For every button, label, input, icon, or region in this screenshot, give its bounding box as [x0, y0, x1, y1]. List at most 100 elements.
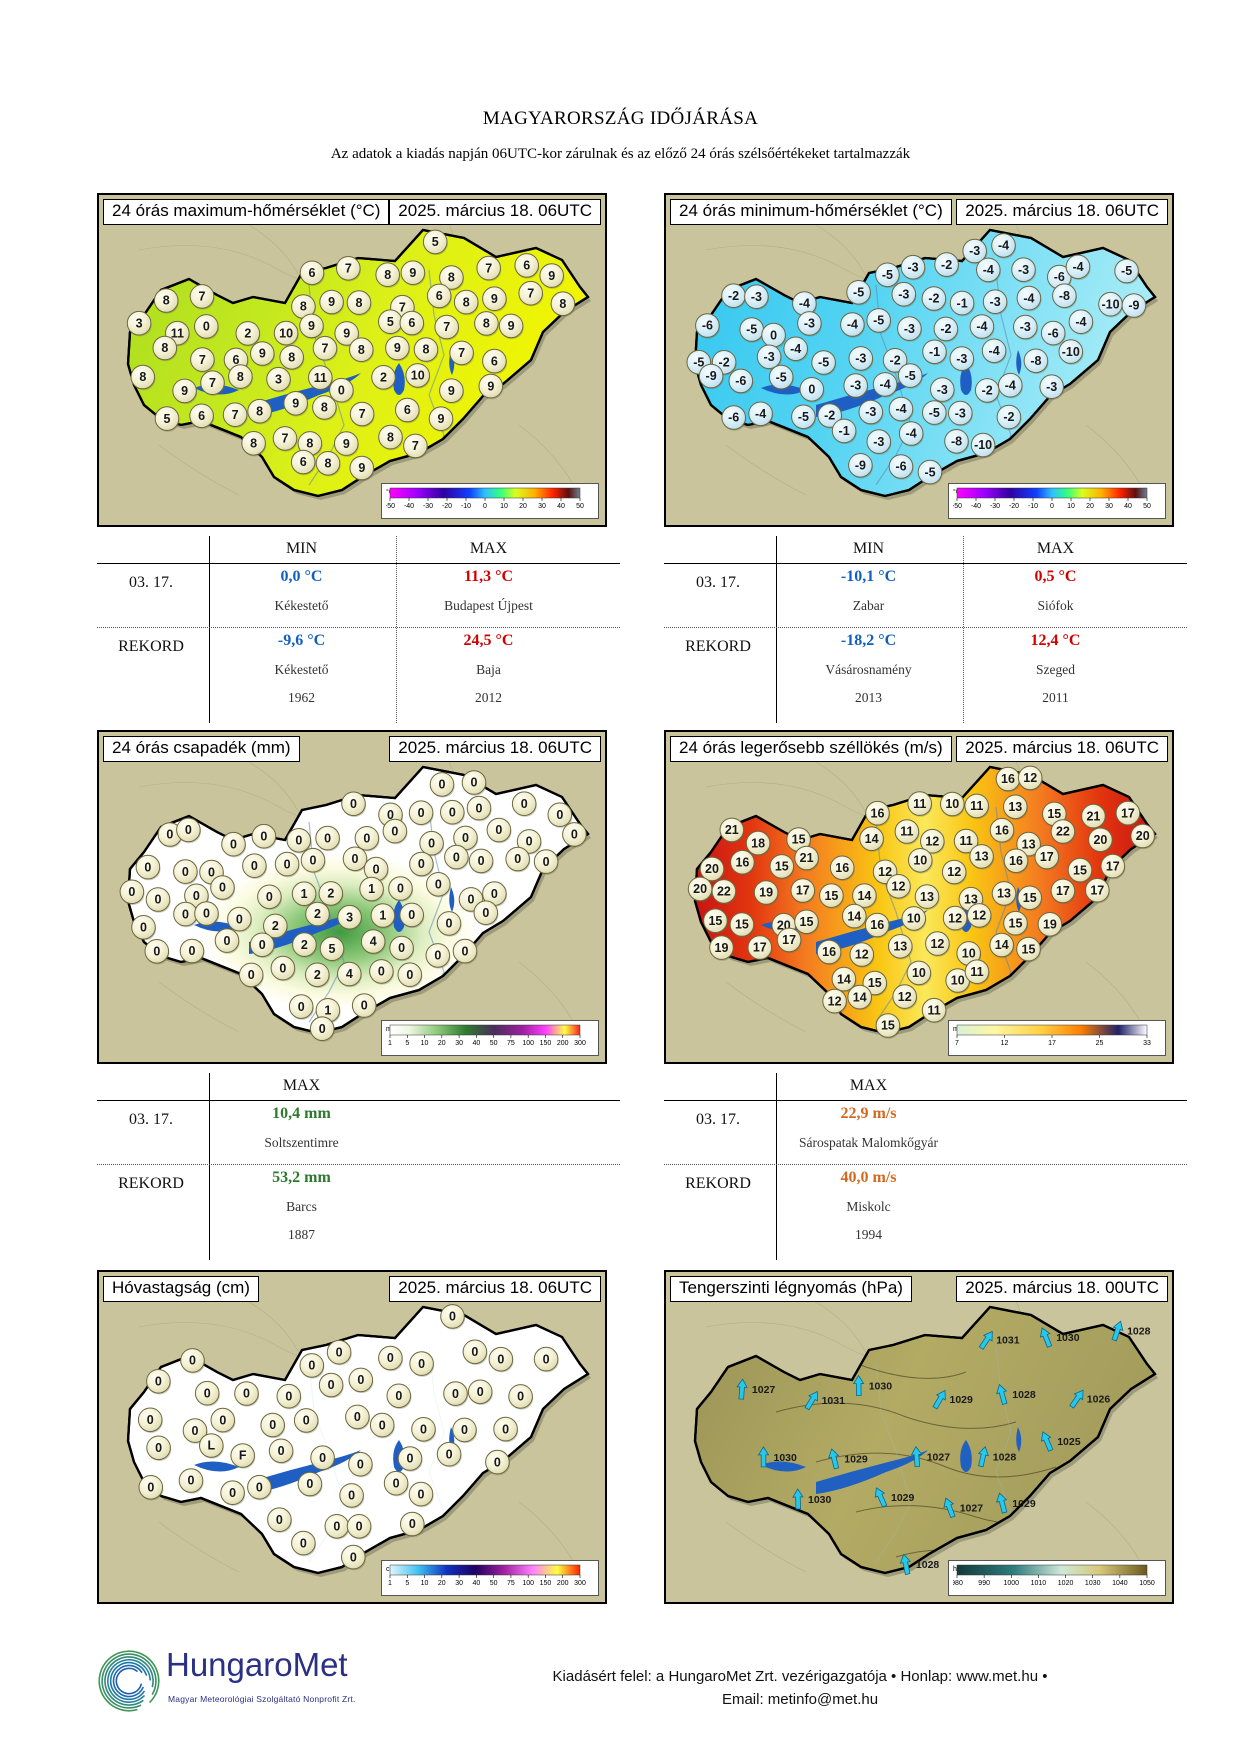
- svg-text:0: 0: [189, 1354, 196, 1368]
- svg-text:5: 5: [164, 412, 171, 426]
- svg-text:16: 16: [1001, 772, 1015, 786]
- svg-text:-3: -3: [764, 350, 775, 364]
- svg-text:2: 2: [272, 919, 279, 933]
- svg-text:0: 0: [391, 824, 398, 838]
- svg-text:-4: -4: [976, 320, 987, 334]
- svg-text:8: 8: [300, 300, 307, 314]
- svg-text:150: 150: [540, 1580, 552, 1587]
- svg-text:0: 0: [468, 893, 475, 907]
- svg-text:1050: 1050: [1139, 1580, 1155, 1587]
- svg-text:0: 0: [319, 1022, 326, 1036]
- svg-text:0: 0: [229, 1486, 236, 1500]
- svg-text:1031: 1031: [996, 1335, 1020, 1347]
- svg-text:-3: -3: [969, 244, 980, 258]
- svg-text:-5: -5: [853, 286, 864, 300]
- svg-text:0: 0: [428, 836, 435, 850]
- svg-text:0: 0: [408, 908, 415, 922]
- svg-text:-3: -3: [804, 317, 815, 331]
- svg-text:0: 0: [208, 865, 215, 879]
- svg-text:20: 20: [693, 882, 707, 896]
- svg-text:-1: -1: [929, 345, 940, 359]
- svg-text:0: 0: [230, 837, 237, 851]
- svg-text:0: 0: [298, 1000, 305, 1014]
- svg-text:0: 0: [483, 503, 487, 510]
- svg-text:-1: -1: [839, 424, 850, 438]
- svg-text:0: 0: [203, 907, 210, 921]
- svg-text:14: 14: [857, 889, 871, 903]
- svg-text:0: 0: [571, 828, 578, 842]
- svg-text:-20: -20: [1009, 503, 1019, 510]
- svg-text:1027: 1027: [752, 1384, 776, 1396]
- svg-text:0: 0: [333, 1520, 340, 1534]
- svg-text:0: 0: [439, 778, 446, 792]
- svg-text:5: 5: [387, 315, 394, 329]
- svg-text:1031: 1031: [822, 1395, 846, 1407]
- svg-text:17: 17: [1056, 884, 1070, 898]
- svg-text:7: 7: [199, 353, 206, 367]
- svg-text:20: 20: [705, 862, 719, 876]
- svg-text:9: 9: [409, 266, 416, 280]
- svg-text:15: 15: [708, 914, 722, 928]
- svg-text:0: 0: [407, 1452, 414, 1466]
- svg-text:14: 14: [847, 909, 861, 923]
- svg-text:10: 10: [962, 947, 976, 961]
- svg-text:-20: -20: [442, 503, 452, 510]
- svg-text:-2: -2: [941, 258, 952, 272]
- svg-text:0: 0: [319, 1451, 326, 1465]
- svg-text:12: 12: [972, 909, 986, 923]
- svg-text:0: 0: [350, 797, 357, 811]
- svg-text:20: 20: [519, 503, 527, 510]
- svg-text:-2: -2: [940, 322, 951, 336]
- svg-text:0: 0: [521, 797, 528, 811]
- svg-text:-9: -9: [1128, 299, 1139, 313]
- svg-text:40: 40: [472, 1580, 480, 1587]
- svg-text:-4: -4: [1075, 315, 1086, 329]
- svg-text:6: 6: [408, 316, 415, 330]
- svg-text:14: 14: [995, 938, 1009, 952]
- svg-text:0: 0: [446, 1447, 453, 1461]
- svg-text:0: 0: [476, 801, 483, 815]
- svg-text:4: 4: [346, 967, 353, 981]
- svg-text:14: 14: [865, 832, 879, 846]
- svg-text:7: 7: [458, 346, 465, 360]
- svg-text:17: 17: [782, 933, 796, 947]
- svg-text:0: 0: [517, 1390, 524, 1404]
- svg-text:0: 0: [435, 878, 442, 892]
- svg-text:30: 30: [455, 1580, 463, 1587]
- svg-text:1: 1: [324, 1004, 331, 1018]
- svg-text:12: 12: [892, 880, 906, 894]
- svg-text:0: 0: [336, 1345, 343, 1359]
- svg-text:-3: -3: [865, 405, 876, 419]
- svg-text:15: 15: [868, 976, 882, 990]
- svg-text:-5: -5: [1121, 264, 1132, 278]
- svg-text:0: 0: [420, 1423, 427, 1437]
- svg-text:9: 9: [343, 327, 350, 341]
- svg-text:-4: -4: [790, 342, 801, 356]
- svg-text:-4: -4: [1072, 260, 1083, 274]
- svg-text:10: 10: [951, 974, 965, 988]
- svg-text:15: 15: [792, 833, 806, 847]
- svg-text:1: 1: [368, 882, 375, 896]
- svg-text:-8: -8: [951, 435, 962, 449]
- svg-text:0: 0: [461, 1423, 468, 1437]
- svg-text:50: 50: [1143, 503, 1151, 510]
- svg-text:1020: 1020: [1058, 1580, 1074, 1587]
- svg-text:12: 12: [828, 994, 842, 1008]
- svg-text:19: 19: [715, 941, 729, 955]
- svg-text:-9: -9: [855, 459, 866, 473]
- svg-text:0: 0: [278, 1444, 285, 1458]
- svg-text:-2: -2: [719, 356, 730, 370]
- svg-text:0: 0: [808, 383, 815, 397]
- svg-text:0: 0: [418, 1357, 425, 1371]
- svg-text:6: 6: [404, 403, 411, 417]
- svg-text:0: 0: [204, 1386, 211, 1400]
- svg-text:19: 19: [759, 886, 773, 900]
- svg-text:0: 0: [770, 328, 777, 342]
- svg-text:12: 12: [947, 865, 961, 879]
- svg-text:8: 8: [306, 437, 313, 451]
- svg-text:1026: 1026: [1087, 1393, 1111, 1405]
- svg-text:0: 0: [285, 1389, 292, 1403]
- svg-text:0: 0: [324, 831, 331, 845]
- svg-text:9: 9: [491, 292, 498, 306]
- svg-text:11: 11: [959, 834, 972, 848]
